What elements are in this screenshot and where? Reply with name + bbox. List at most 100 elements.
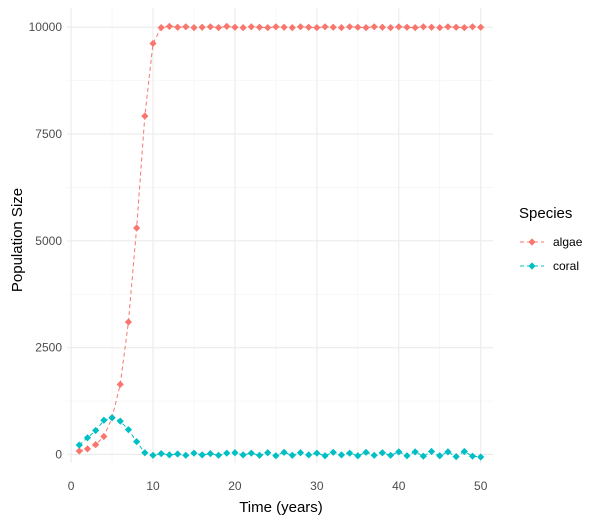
data-point-algae bbox=[165, 22, 174, 30]
series-line-algae bbox=[79, 25, 481, 452]
data-point-coral bbox=[75, 441, 83, 449]
data-point-algae bbox=[444, 23, 452, 31]
series-lines bbox=[78, 25, 481, 458]
data-point-coral bbox=[100, 416, 108, 424]
data-point-algae bbox=[362, 24, 370, 32]
data-point-coral bbox=[452, 452, 460, 461]
data-point-algae bbox=[173, 23, 182, 31]
series-points bbox=[75, 22, 485, 461]
data-point-coral bbox=[288, 451, 296, 459]
data-point-coral bbox=[403, 452, 411, 460]
data-point-coral bbox=[157, 450, 165, 458]
data-point-coral bbox=[321, 452, 329, 460]
data-point-algae bbox=[329, 23, 337, 31]
data-point-coral bbox=[198, 451, 206, 459]
legend-item-algae: algae bbox=[520, 235, 583, 249]
data-point-coral bbox=[264, 449, 272, 457]
data-point-coral bbox=[182, 451, 190, 459]
legend: Species algae coral bbox=[519, 205, 583, 273]
x-tick-label: 40 bbox=[392, 479, 406, 493]
data-point-coral bbox=[141, 449, 149, 457]
data-point-algae bbox=[231, 23, 239, 31]
data-point-coral bbox=[231, 449, 239, 457]
x-tick-label: 0 bbox=[68, 479, 75, 493]
data-point-coral bbox=[280, 448, 288, 456]
y-axis-tick-labels: 0 2500 5000 7500 10000 bbox=[29, 20, 63, 461]
x-tick-label: 30 bbox=[310, 479, 324, 493]
data-point-coral bbox=[305, 451, 313, 459]
data-point-algae bbox=[190, 24, 198, 32]
data-point-algae bbox=[214, 24, 223, 32]
legend-label: algae bbox=[553, 235, 583, 249]
data-point-coral bbox=[378, 449, 387, 457]
data-point-algae bbox=[92, 441, 100, 449]
data-point-algae bbox=[223, 22, 231, 30]
data-point-algae bbox=[460, 24, 468, 32]
data-point-coral bbox=[436, 452, 444, 460]
data-point-coral bbox=[206, 450, 214, 458]
data-point-coral bbox=[460, 447, 468, 456]
data-point-algae bbox=[296, 23, 305, 31]
data-point-algae bbox=[468, 23, 477, 31]
y-tick-label: 5000 bbox=[35, 234, 62, 248]
legend-item-coral: coral bbox=[520, 259, 579, 273]
data-point-coral bbox=[83, 434, 92, 442]
data-point-coral bbox=[149, 451, 157, 459]
data-point-algae bbox=[427, 23, 436, 31]
data-point-algae bbox=[182, 23, 190, 31]
data-point-algae bbox=[264, 24, 272, 32]
data-point-coral bbox=[239, 451, 247, 459]
data-point-coral bbox=[337, 451, 346, 459]
data-point-algae bbox=[436, 24, 444, 32]
data-point-algae bbox=[83, 445, 92, 453]
data-point-coral bbox=[427, 447, 436, 456]
data-point-algae bbox=[288, 24, 296, 32]
data-point-algae bbox=[272, 23, 280, 31]
data-point-coral bbox=[108, 414, 116, 422]
data-point-algae bbox=[116, 380, 124, 388]
grid bbox=[67, 8, 493, 463]
data-point-algae bbox=[321, 23, 329, 31]
data-point-algae bbox=[477, 23, 485, 31]
data-point-algae bbox=[280, 23, 288, 31]
data-point-coral bbox=[92, 426, 100, 435]
data-point-coral bbox=[395, 448, 403, 456]
data-point-algae bbox=[386, 24, 395, 32]
data-point-coral bbox=[370, 451, 378, 459]
data-point-coral bbox=[386, 451, 395, 459]
data-point-algae bbox=[419, 23, 427, 31]
y-tick-label: 10000 bbox=[29, 20, 63, 34]
data-point-algae bbox=[255, 23, 264, 31]
data-point-algae bbox=[370, 23, 378, 31]
data-point-coral bbox=[419, 452, 427, 460]
data-point-coral bbox=[247, 449, 255, 457]
data-point-algae bbox=[337, 24, 346, 32]
data-point-coral bbox=[133, 438, 141, 446]
data-point-algae bbox=[452, 23, 460, 31]
x-axis-tick-labels: 0 10 20 30 40 50 bbox=[68, 479, 488, 493]
legend-key-marker bbox=[528, 238, 536, 246]
y-tick-label: 2500 bbox=[35, 341, 62, 355]
data-point-algae bbox=[403, 23, 411, 31]
data-point-algae bbox=[141, 112, 149, 120]
data-point-algae bbox=[149, 39, 157, 48]
data-point-coral bbox=[214, 451, 223, 459]
data-point-coral bbox=[354, 452, 362, 460]
data-point-algae bbox=[313, 24, 321, 32]
data-point-algae bbox=[354, 23, 362, 31]
data-point-algae bbox=[100, 432, 108, 441]
data-point-algae bbox=[378, 23, 387, 31]
data-point-coral bbox=[255, 451, 264, 459]
x-tick-label: 50 bbox=[474, 479, 488, 493]
data-point-algae bbox=[239, 24, 247, 32]
data-point-coral bbox=[165, 451, 174, 459]
data-point-coral bbox=[272, 452, 280, 460]
data-point-coral bbox=[411, 448, 419, 456]
x-tick-label: 20 bbox=[228, 479, 242, 493]
legend-key-marker bbox=[528, 262, 536, 270]
data-point-algae bbox=[346, 23, 354, 31]
legend-title: Species bbox=[519, 205, 572, 222]
data-point-algae bbox=[124, 318, 133, 326]
x-axis-title: Time (years) bbox=[239, 499, 323, 516]
